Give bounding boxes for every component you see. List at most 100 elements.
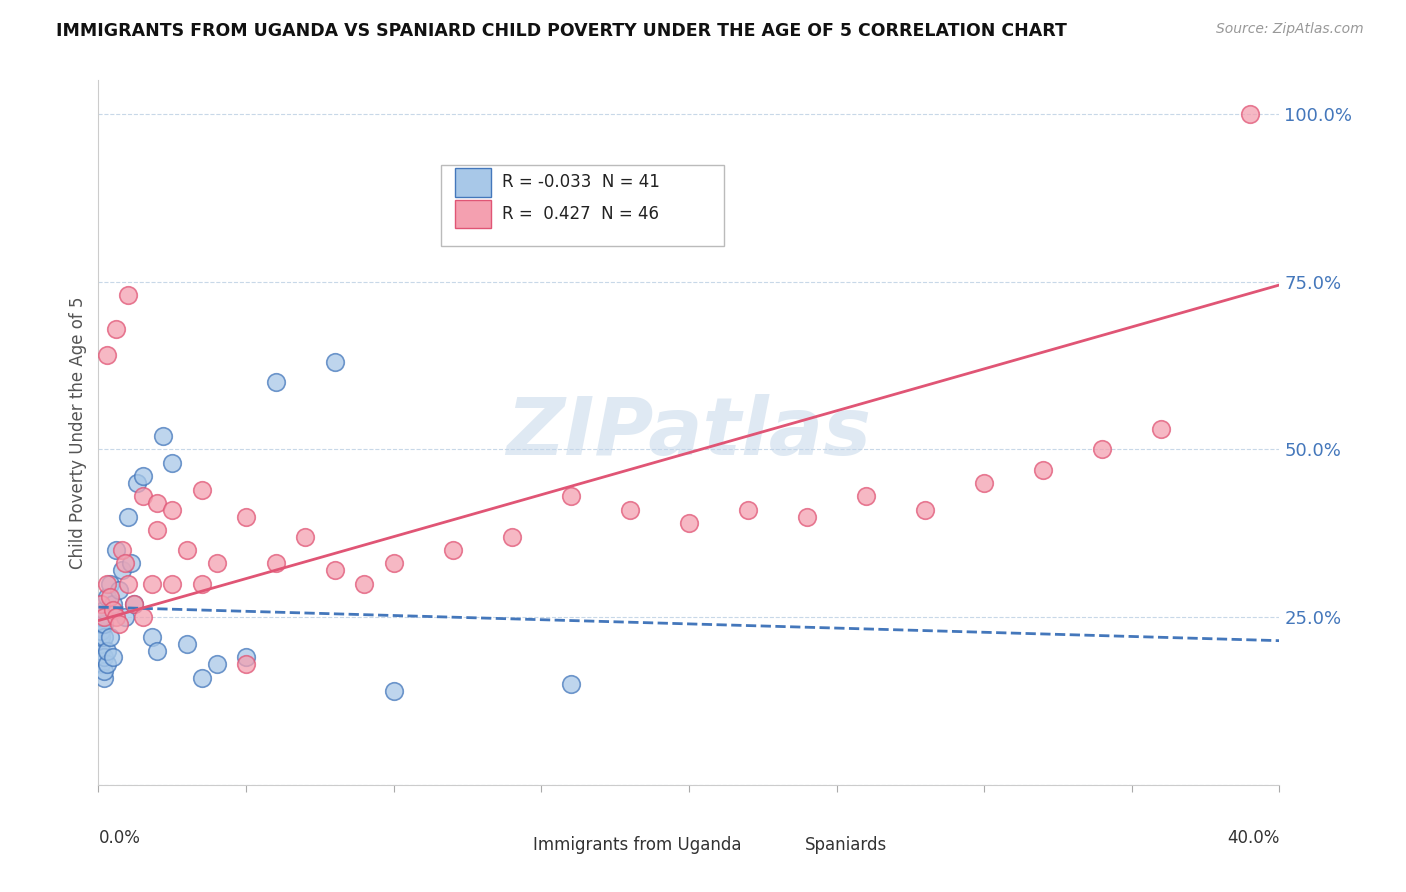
Point — [176, 543, 198, 558]
Point — [96, 657, 118, 672]
Point — [90, 610, 112, 624]
Point — [105, 321, 128, 335]
Text: Immigrants from Uganda: Immigrants from Uganda — [533, 836, 741, 854]
FancyBboxPatch shape — [456, 169, 491, 196]
Point — [162, 576, 183, 591]
Point — [117, 288, 139, 302]
Point — [191, 483, 214, 497]
Point — [93, 671, 115, 685]
Point — [264, 376, 287, 390]
Point — [98, 630, 121, 644]
Point — [90, 637, 112, 651]
Point — [205, 557, 228, 571]
Point — [501, 530, 523, 544]
Point — [973, 475, 995, 490]
FancyBboxPatch shape — [441, 165, 724, 246]
Point — [323, 563, 346, 577]
Point — [146, 644, 169, 658]
Point — [108, 616, 131, 631]
Point — [96, 576, 118, 591]
Text: ZIPatlas: ZIPatlas — [506, 393, 872, 472]
Point — [382, 684, 405, 698]
Point — [176, 637, 198, 651]
Point — [90, 616, 112, 631]
Point — [114, 610, 136, 624]
Point — [96, 348, 118, 362]
Text: R =  0.427  N = 46: R = 0.427 N = 46 — [502, 205, 659, 223]
Point — [114, 557, 136, 571]
Point — [914, 503, 936, 517]
Point — [108, 583, 131, 598]
Point — [132, 610, 155, 624]
Point — [98, 590, 121, 604]
Point — [353, 576, 375, 591]
Point — [90, 597, 112, 611]
Point — [191, 671, 214, 685]
Point — [235, 657, 257, 672]
Point — [90, 624, 112, 638]
Point — [90, 657, 112, 672]
Point — [678, 516, 700, 531]
Point — [96, 590, 118, 604]
Point — [111, 543, 134, 558]
Point — [93, 610, 115, 624]
Point — [98, 576, 121, 591]
Point — [619, 503, 641, 517]
Point — [122, 597, 145, 611]
Point — [162, 503, 183, 517]
Point — [117, 509, 139, 524]
Point — [382, 557, 405, 571]
Point — [1150, 422, 1173, 436]
Point — [235, 650, 257, 665]
Point — [441, 543, 464, 558]
Point — [93, 630, 115, 644]
Point — [132, 489, 155, 503]
Point — [105, 543, 128, 558]
Point — [162, 456, 183, 470]
Point — [132, 469, 155, 483]
Point — [737, 503, 759, 517]
Text: IMMIGRANTS FROM UGANDA VS SPANIARD CHILD POVERTY UNDER THE AGE OF 5 CORRELATION : IMMIGRANTS FROM UGANDA VS SPANIARD CHILD… — [56, 22, 1067, 40]
Point — [1091, 442, 1114, 457]
Point — [105, 610, 128, 624]
Text: Source: ZipAtlas.com: Source: ZipAtlas.com — [1216, 22, 1364, 37]
Point — [294, 530, 316, 544]
Y-axis label: Child Poverty Under the Age of 5: Child Poverty Under the Age of 5 — [69, 296, 87, 569]
FancyBboxPatch shape — [456, 200, 491, 228]
Point — [90, 644, 112, 658]
Text: Spaniards: Spaniards — [804, 836, 887, 854]
Point — [96, 644, 118, 658]
Point — [560, 677, 582, 691]
Point — [103, 597, 125, 611]
Point — [141, 630, 163, 644]
Point — [117, 576, 139, 591]
Point — [120, 557, 142, 571]
Point — [93, 650, 115, 665]
Point — [146, 523, 169, 537]
Point — [1032, 462, 1054, 476]
Point — [560, 489, 582, 503]
Point — [90, 630, 112, 644]
Point — [191, 576, 214, 591]
Point — [1239, 107, 1261, 121]
Point — [855, 489, 877, 503]
Point — [93, 603, 115, 617]
Point — [122, 597, 145, 611]
Point — [264, 557, 287, 571]
Point — [103, 603, 125, 617]
FancyBboxPatch shape — [488, 834, 522, 855]
Point — [93, 664, 115, 678]
Point — [111, 563, 134, 577]
Point — [125, 475, 148, 490]
Point — [93, 616, 115, 631]
Text: R = -0.033  N = 41: R = -0.033 N = 41 — [502, 173, 661, 192]
Point — [141, 576, 163, 591]
Point — [323, 355, 346, 369]
Point — [152, 429, 174, 443]
Point — [796, 509, 818, 524]
Point — [205, 657, 228, 672]
Point — [235, 509, 257, 524]
Text: 0.0%: 0.0% — [98, 829, 141, 847]
FancyBboxPatch shape — [759, 834, 793, 855]
Point — [103, 650, 125, 665]
